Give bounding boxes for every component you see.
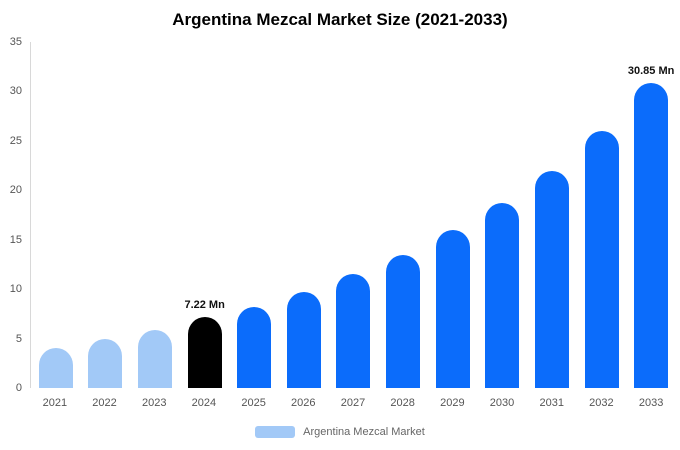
data-label: 7.22 Mn xyxy=(184,298,225,311)
x-axis-label: 2027 xyxy=(340,397,366,409)
x-axis-label: 2025 xyxy=(241,397,266,409)
y-tick-label: 15 xyxy=(9,233,22,246)
x-axis-label: 2030 xyxy=(489,397,515,409)
bar-2024 xyxy=(187,316,222,388)
bar-2032 xyxy=(584,130,619,388)
y-tick-label: 20 xyxy=(9,184,22,197)
bar-2033 xyxy=(634,83,669,388)
legend-swatch xyxy=(255,426,296,438)
x-axis-label: 2023 xyxy=(141,397,167,409)
plot-area: 7.22 Mn 30.85 Mn xyxy=(30,42,676,388)
y-tick-label: 5 xyxy=(15,332,22,345)
x-axis-label: 2024 xyxy=(191,397,217,409)
bar-column xyxy=(81,42,131,388)
bar-column: 30.85 Mn xyxy=(626,42,676,388)
y-tick-label: 25 xyxy=(9,134,22,147)
bar-column xyxy=(477,42,527,388)
x-axis-label: 2029 xyxy=(440,397,465,409)
bar-column xyxy=(130,42,180,388)
bar-column xyxy=(577,42,627,388)
bar-2021 xyxy=(38,348,73,388)
bar-column xyxy=(329,42,379,388)
y-tick-label: 35 xyxy=(9,36,22,48)
bar-column xyxy=(31,42,81,388)
x-axis-label: 2033 xyxy=(638,397,664,409)
x-axis-label: 2022 xyxy=(92,397,117,409)
bar-column xyxy=(527,42,577,388)
y-tick-label: 30 xyxy=(9,85,22,98)
legend: Argentina Mezcal Market xyxy=(0,426,680,438)
bar-2026 xyxy=(286,292,321,388)
x-axis-label: 2032 xyxy=(589,397,614,409)
bar-column xyxy=(229,42,279,388)
y-tick-label: 10 xyxy=(9,283,22,296)
bar-2030 xyxy=(485,203,520,388)
bar-2028 xyxy=(386,254,421,388)
bar-2025 xyxy=(237,306,272,388)
bar-2031 xyxy=(534,170,569,388)
bar-2027 xyxy=(336,274,371,388)
x-axis-label: 2028 xyxy=(390,397,415,409)
bar-2022 xyxy=(88,338,123,388)
bar-2023 xyxy=(138,329,173,388)
bar-column xyxy=(378,42,428,388)
x-axis: 2021 2022 2023 2024 2025 2026 2027 2028 2029 2030… xyxy=(30,397,676,409)
bar-2029 xyxy=(435,229,470,388)
x-axis-label: 2026 xyxy=(291,397,316,409)
x-axis-label: 2031 xyxy=(539,397,564,409)
bar-column xyxy=(428,42,478,388)
data-label: 30.85 Mn xyxy=(627,65,675,78)
legend-label: Argentina Mezcal Market xyxy=(303,426,425,438)
x-axis-label: 2021 xyxy=(42,397,68,409)
chart-title: Argentina Mezcal Market Size (2021-2033) xyxy=(172,10,508,29)
bar-column xyxy=(279,42,329,388)
y-axis: 0 5 10 15 20 25 30 35 xyxy=(0,36,26,394)
bar-column: 7.22 Mn xyxy=(180,42,230,388)
y-tick-label: 0 xyxy=(15,382,22,394)
